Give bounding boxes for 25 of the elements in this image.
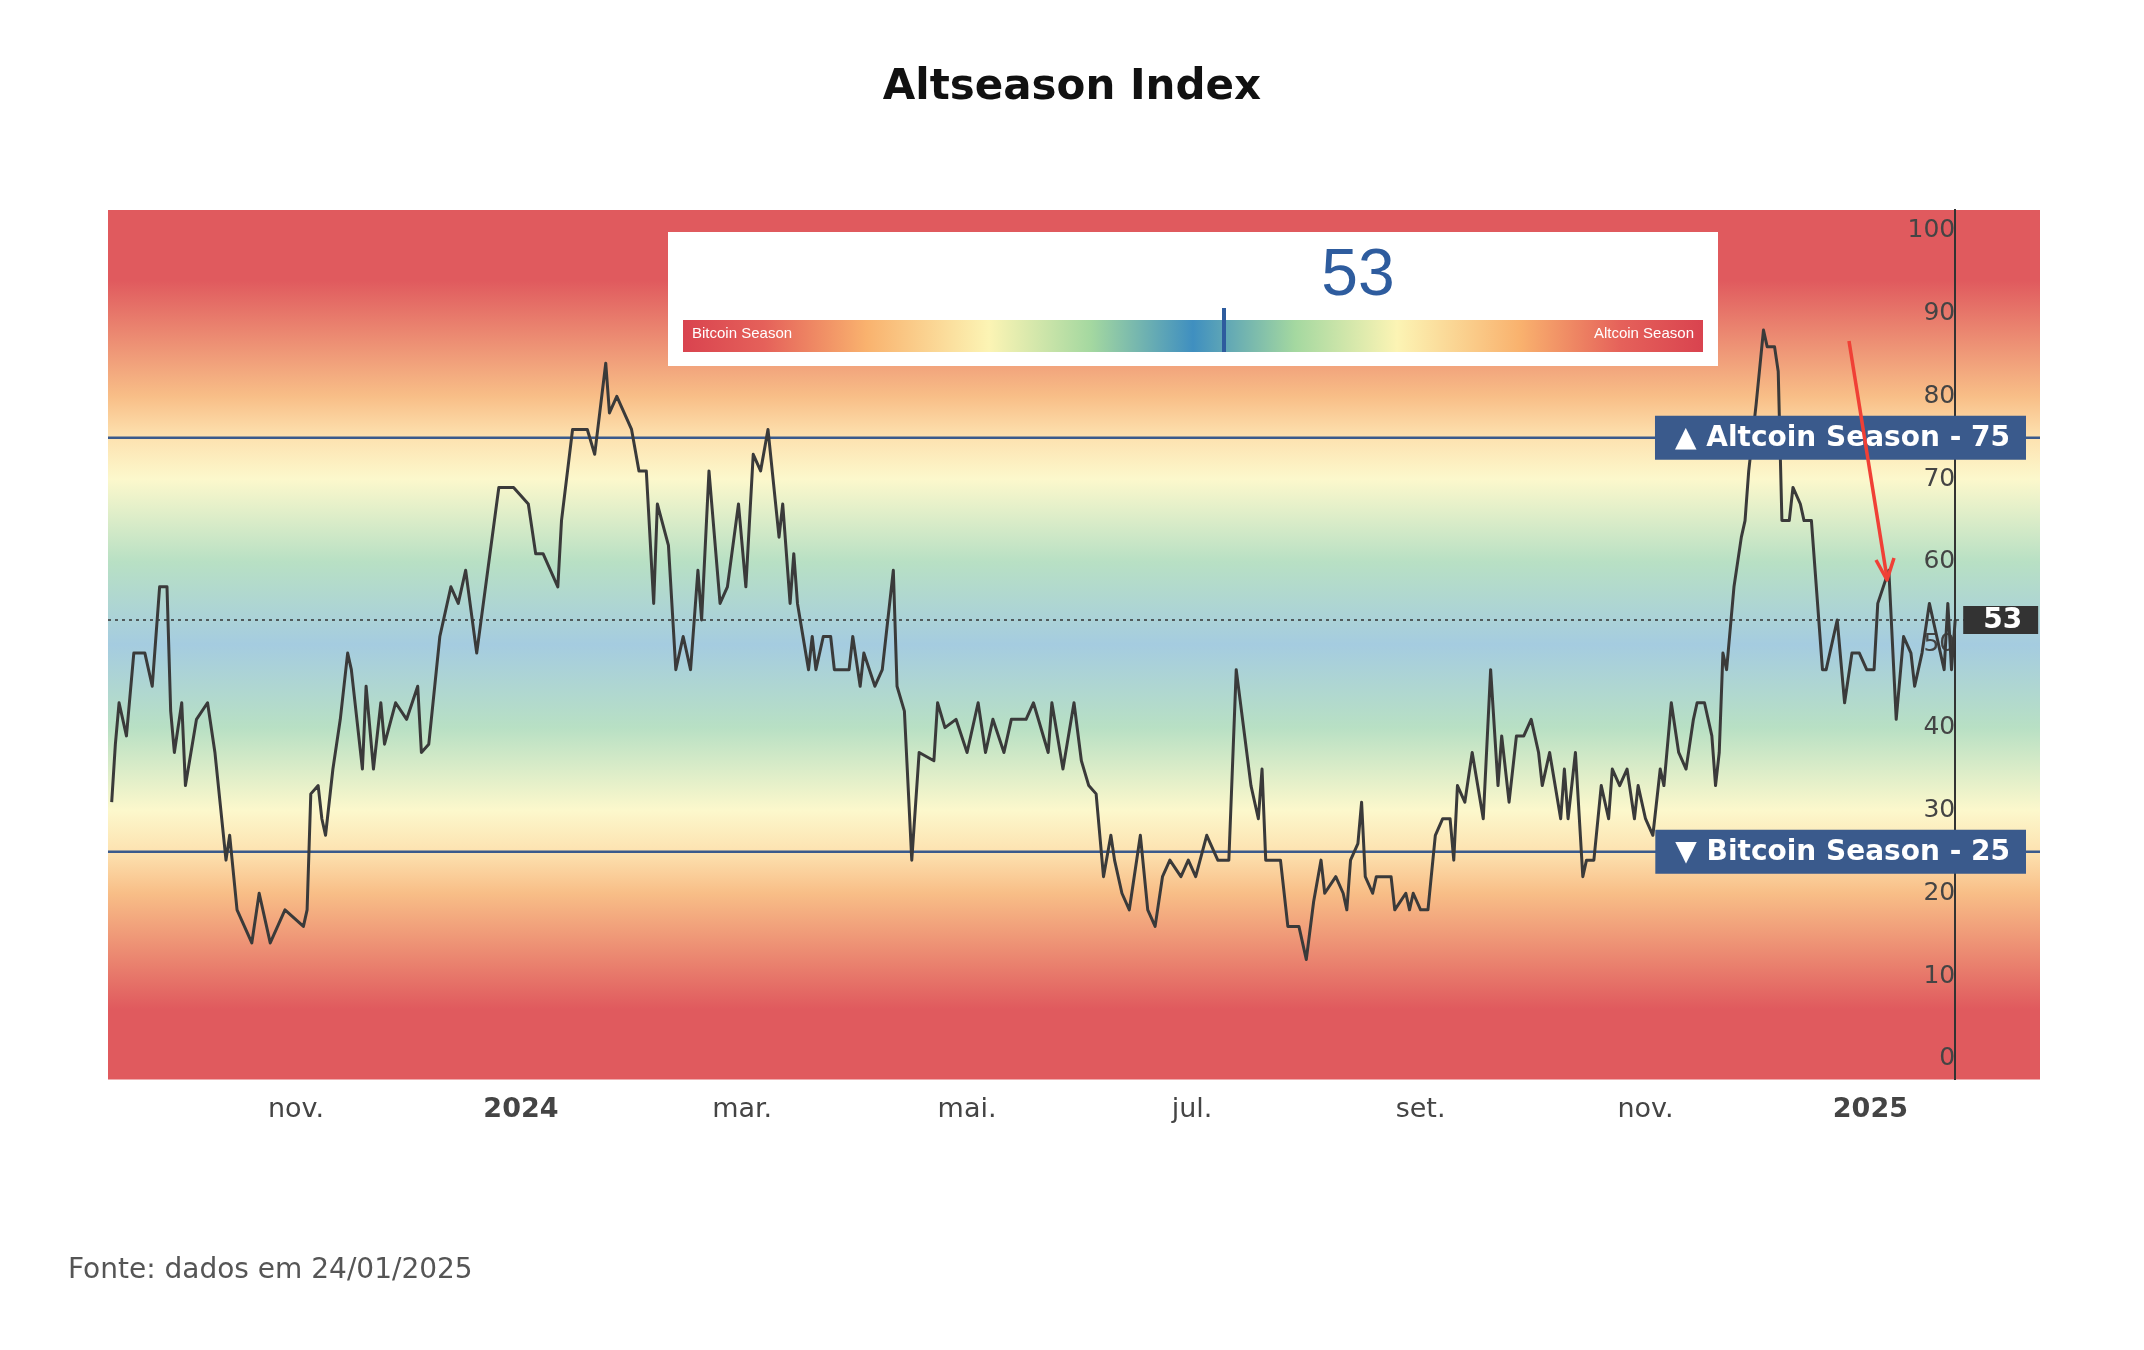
x-tick-label: 2024 — [483, 1091, 559, 1123]
ref-line-label: ▼ Bitcoin Season - 25 — [1675, 834, 2010, 868]
y-tick-label: 90 — [1923, 297, 1956, 327]
source-note: Fonte: dados em 24/01/2025 — [68, 1252, 473, 1285]
y-tick-label: 30 — [1923, 793, 1956, 823]
x-tick-label: mai. — [937, 1091, 997, 1123]
annotation: Bitcoin Season — [692, 324, 793, 341]
x-tick-label: mar. — [712, 1091, 773, 1123]
y-tick-label: 0 — [1939, 1042, 1956, 1072]
chart-title: Altseason Index — [881, 60, 1263, 109]
x-tick-label: nov. — [267, 1091, 325, 1123]
x-tick-label: nov. — [1617, 1091, 1674, 1123]
x-tick-label: 2025 — [1832, 1091, 1908, 1123]
x-tick-label: jul. — [1170, 1091, 1213, 1123]
annotation: Altcoin Season — [1593, 324, 1694, 341]
y-tick-label: 60 — [1923, 545, 1956, 575]
y-tick-label: 20 — [1923, 876, 1956, 906]
y-tick-label: 80 — [1923, 379, 1956, 409]
y-tick-label: 70 — [1923, 462, 1956, 492]
y-tick-label: 100 — [1907, 214, 1956, 244]
y-tick-label: 10 — [1923, 959, 1956, 989]
ref-line-label: 53 — [1983, 602, 2023, 636]
annotation: 53 — [1320, 234, 1396, 311]
y-tick-label: 40 — [1923, 711, 1956, 741]
x-tick-label: set. — [1395, 1091, 1446, 1123]
